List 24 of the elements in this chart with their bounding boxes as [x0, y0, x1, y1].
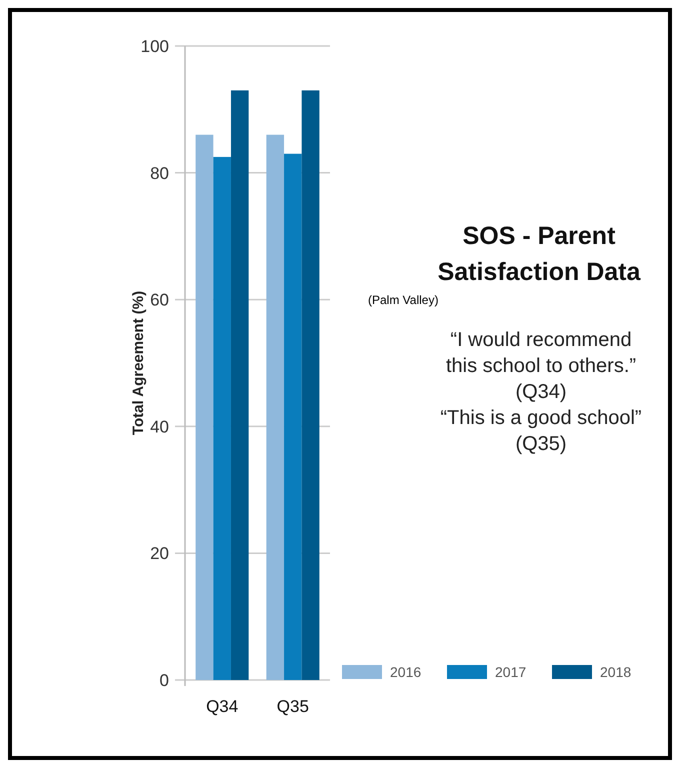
y-tick-label: 0	[160, 670, 169, 690]
text: (Q34)	[515, 381, 567, 403]
y-tick-label: 40	[150, 417, 169, 436]
bar	[266, 134, 284, 680]
legend-label: 2016	[390, 664, 422, 680]
y-tick-label: 60	[150, 290, 169, 310]
y-tick-label: 20	[150, 544, 169, 564]
text: “I would recommend this school to others.”	[446, 329, 636, 377]
x-tick-label: Q34	[206, 696, 238, 716]
y-axis-title: Total Agreement (%)	[130, 290, 147, 436]
text: “This is a good school”	[440, 407, 642, 429]
bar	[196, 134, 214, 680]
y-tick-label: 80	[150, 164, 169, 183]
bar	[302, 90, 320, 680]
bar	[213, 156, 231, 680]
bar	[284, 154, 302, 680]
text: SOS - Parent Satisfaction Data	[438, 222, 642, 286]
text: (Palm Valley)	[368, 293, 438, 307]
x-tick-label: Q35	[276, 696, 309, 716]
bar	[230, 90, 249, 680]
text: (Q35)	[515, 433, 567, 455]
legend-label: 2018	[600, 664, 632, 680]
y-tick-label: 100	[140, 36, 169, 56]
legend-label: 2017	[495, 664, 526, 680]
